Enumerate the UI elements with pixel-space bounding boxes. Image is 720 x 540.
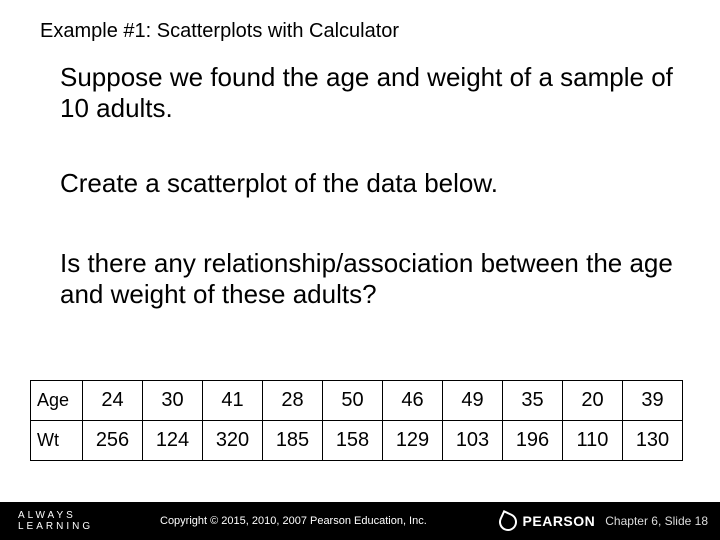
data-table: Age 24 30 41 28 50 46 49 35 20 39 Wt 256…	[30, 380, 683, 461]
row-label-age: Age	[31, 381, 83, 421]
table-row: Age 24 30 41 28 50 46 49 35 20 39	[31, 381, 683, 421]
table-row: Wt 256 124 320 185 158 129 103 196 110 1…	[31, 421, 683, 461]
table-cell: 196	[503, 421, 563, 461]
paragraph-1: Suppose we found the age and weight of a…	[60, 62, 680, 124]
table-cell: 129	[383, 421, 443, 461]
slide-title: Example #1: Scatterplots with Calculator	[40, 20, 399, 43]
table-cell: 130	[623, 421, 683, 461]
table-cell: 24	[83, 381, 143, 421]
slide-number-small: Chapter 6, Slide 18	[605, 514, 708, 528]
table-cell: 20	[563, 381, 623, 421]
table-cell: 28	[263, 381, 323, 421]
table-cell: 124	[143, 421, 203, 461]
table-cell: 158	[323, 421, 383, 461]
table-cell: 39	[623, 381, 683, 421]
table-cell: 320	[203, 421, 263, 461]
table-cell: 49	[443, 381, 503, 421]
slide: Example #1: Scatterplots with Calculator…	[0, 0, 720, 540]
paragraph-3: Is there any relationship/association be…	[60, 248, 680, 310]
table-cell: 103	[443, 421, 503, 461]
table-cell: 50	[323, 381, 383, 421]
table-cell: 35	[503, 381, 563, 421]
row-label-wt: Wt	[31, 421, 83, 461]
table-cell: 185	[263, 421, 323, 461]
footer-tagline: ALWAYS LEARNING	[0, 510, 150, 532]
paragraph-2: Create a scatterplot of the data below.	[60, 168, 680, 199]
pearson-logo-icon	[497, 511, 517, 531]
pearson-logo: PEARSON	[497, 511, 596, 531]
table-cell: 41	[203, 381, 263, 421]
footer-bar: ALWAYS LEARNING Copyright © 2015, 2010, …	[0, 502, 720, 540]
footer-copyright: Copyright © 2015, 2010, 2007 Pearson Edu…	[160, 515, 427, 527]
table-cell: 30	[143, 381, 203, 421]
pearson-logo-text: PEARSON	[523, 513, 596, 529]
table-cell: 46	[383, 381, 443, 421]
table-cell: 110	[563, 421, 623, 461]
table-cell: 256	[83, 421, 143, 461]
footer-brand-area: PEARSON Chapter 6, Slide 18	[497, 511, 720, 531]
